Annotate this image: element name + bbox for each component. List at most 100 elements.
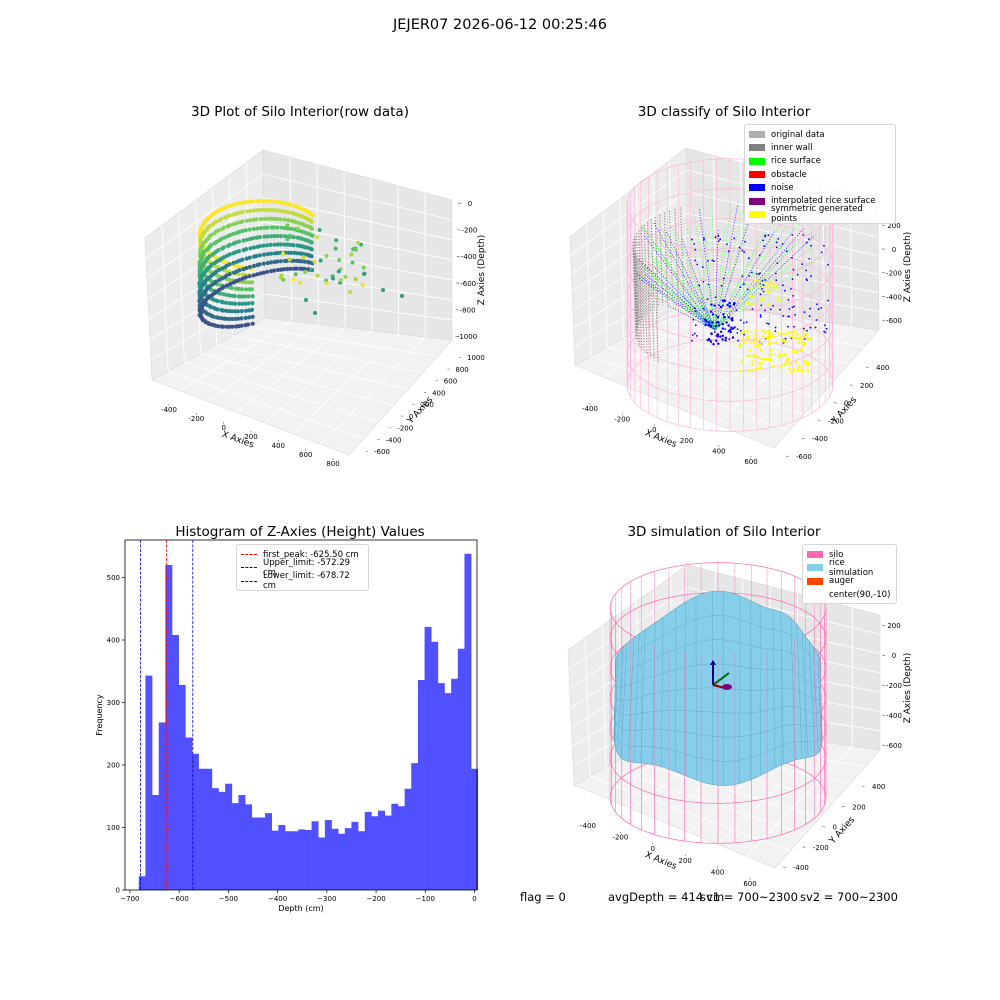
data-point (275, 199, 280, 205)
data-point (228, 281, 233, 286)
histogram-bar (218, 791, 226, 891)
y-tick-label: -400 (386, 436, 402, 444)
legend-swatch (749, 157, 765, 165)
z-tick-label: -400 (886, 712, 902, 720)
data-point (233, 250, 238, 255)
tick-mark (457, 229, 461, 231)
noise-point (723, 299, 727, 302)
ray-points (650, 236, 716, 331)
noise-point (729, 305, 732, 308)
noise-point (691, 339, 693, 342)
noise-point (803, 311, 806, 313)
ray-points (671, 226, 716, 331)
inner-wall-points (659, 214, 664, 305)
ray-points (699, 209, 716, 331)
noise-point (713, 331, 716, 333)
legend-item: first_peak: -625.50 cm (241, 548, 363, 561)
tick-mark (881, 684, 886, 686)
ray-points (636, 273, 716, 331)
histogram-bars (138, 553, 479, 891)
data-point (231, 260, 236, 266)
data-point (310, 212, 315, 218)
grid-line (745, 325, 853, 437)
y-tick-label: 0 (409, 413, 413, 421)
noise-point (741, 275, 744, 277)
noise-point (816, 303, 818, 306)
noise-point (824, 331, 827, 334)
noise-point (827, 299, 829, 302)
inner-wall-points (632, 241, 637, 333)
grid-line (264, 330, 373, 424)
symmetric-point (786, 357, 790, 360)
y-tick-label: 800 (455, 366, 468, 374)
histogram-bar (278, 825, 286, 890)
symmetric-point (756, 279, 759, 282)
data-point (354, 247, 358, 252)
legend-label: auger (829, 576, 854, 587)
symmetric-point (784, 353, 787, 357)
symmetric-point (802, 334, 806, 337)
z-axis-label: Z Axies (Depth) (477, 235, 487, 306)
noise-point (692, 334, 694, 336)
legend-swatch (749, 197, 765, 205)
histogram-bar (444, 693, 452, 891)
data-point (239, 309, 244, 314)
symmetric-point (767, 358, 771, 361)
tick-mark (785, 455, 789, 457)
histogram-bar (191, 753, 199, 890)
noise-point (806, 279, 808, 282)
symmetric-point (746, 330, 750, 333)
data-point (350, 260, 355, 265)
y-tick-label: -200 (828, 417, 844, 425)
symmetric-point (762, 335, 765, 339)
noise-point (761, 288, 763, 290)
data-point (257, 244, 263, 249)
y-tick-label: 1000 (467, 354, 485, 362)
y-axis-label: Frequency (95, 694, 104, 736)
noise-point (715, 334, 718, 337)
noise-point (722, 277, 725, 280)
mesh-line (615, 615, 821, 669)
legend-swatch (749, 144, 765, 152)
inner-wall-points (633, 238, 638, 330)
symmetric-point (789, 363, 792, 366)
noise-point (717, 342, 720, 345)
data-point (295, 251, 300, 256)
symmetric-point (749, 341, 753, 344)
tick-mark (458, 356, 462, 358)
x-tick-label: 400 (711, 868, 724, 876)
noise-point (714, 236, 717, 239)
data-point (209, 242, 214, 247)
grid-line (655, 318, 850, 365)
grid-line (601, 625, 607, 768)
symmetric-point (778, 353, 781, 357)
legend-swatch (807, 591, 823, 599)
z-tick-label: -600 (886, 742, 902, 750)
grid-line (605, 766, 806, 835)
data-point (285, 237, 290, 242)
ray-points (645, 274, 716, 331)
noise-point (724, 336, 728, 339)
grid-line (586, 224, 592, 356)
noise-point (751, 271, 753, 274)
histogram-bar (238, 795, 246, 890)
data-point (265, 243, 270, 248)
noise-point (720, 284, 723, 287)
noise-point (719, 335, 722, 338)
noise-point (721, 338, 724, 341)
noise-point (709, 339, 712, 343)
noise-point (751, 308, 754, 310)
data-point (318, 258, 323, 263)
data-point (224, 300, 229, 305)
data-point (337, 258, 342, 263)
histogram-bar (417, 680, 425, 890)
noise-point (717, 321, 720, 324)
data-point (296, 226, 300, 231)
inner-wall-points (643, 265, 648, 356)
symmetric-point (746, 336, 750, 339)
noise-point (717, 324, 721, 327)
data-point (227, 301, 232, 306)
noise-point (737, 339, 739, 342)
z-tick-label: 0 (468, 200, 472, 208)
noise-point (725, 321, 728, 324)
